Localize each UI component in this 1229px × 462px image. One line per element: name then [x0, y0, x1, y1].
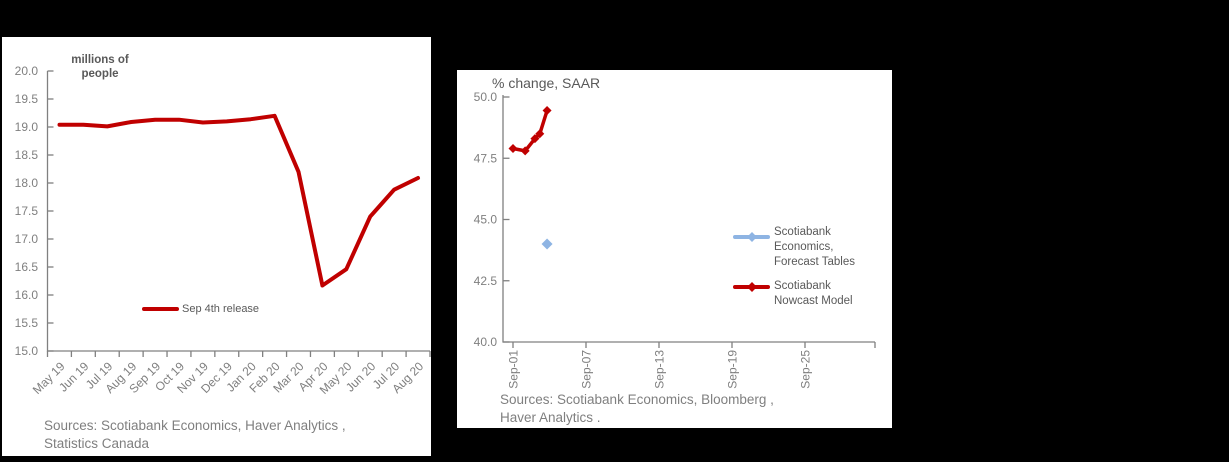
- forecast-point-marker: [541, 238, 553, 250]
- nowcast-point-marker: [520, 146, 530, 156]
- nowcast-point-marker: [542, 105, 552, 115]
- left-axes: [46, 70, 431, 357]
- left-y-tick-label: 17.5: [15, 204, 39, 218]
- right-chart-title: % change, SAAR: [492, 75, 601, 91]
- right-y-tick-label: 42.5: [474, 274, 498, 288]
- employment-line-chart: 15.0 15.5 16.0 16.5 17.0 17.5 18.0 18.5 19.0 19.5…: [15, 64, 431, 397]
- left-chart-sources: Sources: Scotiabank Economics, Haver Ana…: [44, 417, 346, 453]
- right-y-tick-label: 47.5: [474, 151, 498, 165]
- left-y-tick-label: 17.0: [15, 232, 39, 246]
- left-legend-label: Sep 4th release: [182, 303, 260, 315]
- red-line-legend-marker: [142, 307, 179, 311]
- left-y-tick-label: 19.5: [15, 92, 39, 106]
- forecast-legend-label: Scotiabank Economics, Forecast Tables: [774, 226, 855, 268]
- left-chart-title-line2: people: [81, 67, 119, 80]
- right-x-tick-label: Sep-07: [580, 350, 594, 389]
- left-chart-legend: Sep 4th release: [142, 302, 259, 316]
- right-y-tick-label: 50.0: [474, 90, 498, 104]
- nowcast-point-marker: [530, 134, 540, 144]
- right-x-tick-label: Sep-01: [507, 350, 521, 389]
- right-chart-sources: Sources: Scotiabank Economics, Bloomberg…: [500, 391, 774, 427]
- left-y-tick-label: 20.0: [15, 64, 39, 78]
- right-x-tick-label: Sep-19: [726, 350, 740, 389]
- right-y-tick-label: 45.0: [474, 213, 498, 227]
- left-y-tick-label: 16.5: [15, 260, 39, 274]
- nowcast-point-marker: [508, 143, 518, 153]
- employment-chart-panel: 15.0 15.5 16.0 16.5 17.0 17.5 18.0 18.5 19.0 19.5…: [2, 37, 431, 456]
- left-sources-line1: Sources: Scotiabank Economics, Haver Ana…: [44, 418, 346, 433]
- nowcast-series-line: [511, 108, 549, 153]
- forecast-legend-marker: [733, 232, 770, 242]
- left-chart-title-line1: millions of: [71, 54, 129, 66]
- right-y-tick-label: 40.0: [474, 335, 498, 349]
- right-sources-line2: Haver Analytics .: [500, 410, 601, 425]
- nowcast-chart-panel: 40.0 42.5 45.0 47.5 50.0 Sep-01 Sep-07 Sep-13 Se…: [457, 70, 892, 428]
- employment-series-line: [57, 113, 420, 288]
- nowcast-point-marker: [535, 129, 545, 139]
- nowcast-legend-marker: [733, 282, 770, 292]
- left-y-tick-label: 15.0: [15, 344, 39, 358]
- left-y-tick-label: 18.0: [15, 176, 39, 190]
- left-y-tick-label: 19.0: [15, 120, 39, 134]
- left-chart-title: millions of people: [56, 54, 144, 81]
- left-y-tick-label: 15.5: [15, 316, 39, 330]
- left-y-tick-label: 18.5: [15, 148, 39, 162]
- right-x-tick-label: Sep-13: [653, 350, 667, 389]
- right-x-tick-label: Sep-25: [799, 350, 813, 389]
- left-y-tick-label: 16.0: [15, 288, 39, 302]
- nowcast-legend-label: Scotiabank Nowcast Model: [774, 280, 853, 307]
- left-sources-line2: Statistics Canada: [44, 436, 150, 451]
- right-sources-line1: Sources: Scotiabank Economics, Bloomberg…: [500, 392, 774, 407]
- nowcast-line-chart: 40.0 42.5 45.0 47.5 50.0 Sep-01 Sep-07 Sep-13 Se…: [474, 90, 876, 389]
- right-axis-labels: 40.0 42.5 45.0 47.5 50.0 Sep-01 Sep-07 Sep-13 Se…: [474, 90, 813, 389]
- right-axes: [502, 95, 876, 348]
